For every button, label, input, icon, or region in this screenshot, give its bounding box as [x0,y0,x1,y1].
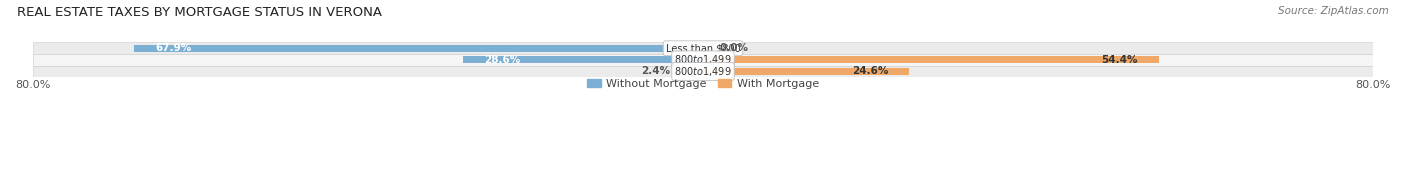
Bar [683,68,703,75]
Text: $800 to $1,499: $800 to $1,499 [675,53,731,66]
Text: 28.6%: 28.6% [484,55,520,65]
Bar [464,56,703,63]
Text: 24.6%: 24.6% [852,66,889,76]
Text: $800 to $1,499: $800 to $1,499 [675,65,731,78]
Bar [134,45,703,52]
Legend: Without Mortgage, With Mortgage: Without Mortgage, With Mortgage [582,74,824,93]
FancyBboxPatch shape [32,43,1374,54]
Text: 0.0%: 0.0% [720,43,749,53]
Text: REAL ESTATE TAXES BY MORTGAGE STATUS IN VERONA: REAL ESTATE TAXES BY MORTGAGE STATUS IN … [17,6,382,19]
Text: 67.9%: 67.9% [155,43,191,53]
FancyBboxPatch shape [32,54,1374,66]
Text: Source: ZipAtlas.com: Source: ZipAtlas.com [1278,6,1389,16]
Text: 2.4%: 2.4% [641,66,671,76]
FancyBboxPatch shape [32,66,1374,77]
Bar [703,56,1159,63]
Text: Less than $800: Less than $800 [665,43,741,53]
Text: 54.4%: 54.4% [1101,55,1137,65]
Bar [703,68,910,75]
